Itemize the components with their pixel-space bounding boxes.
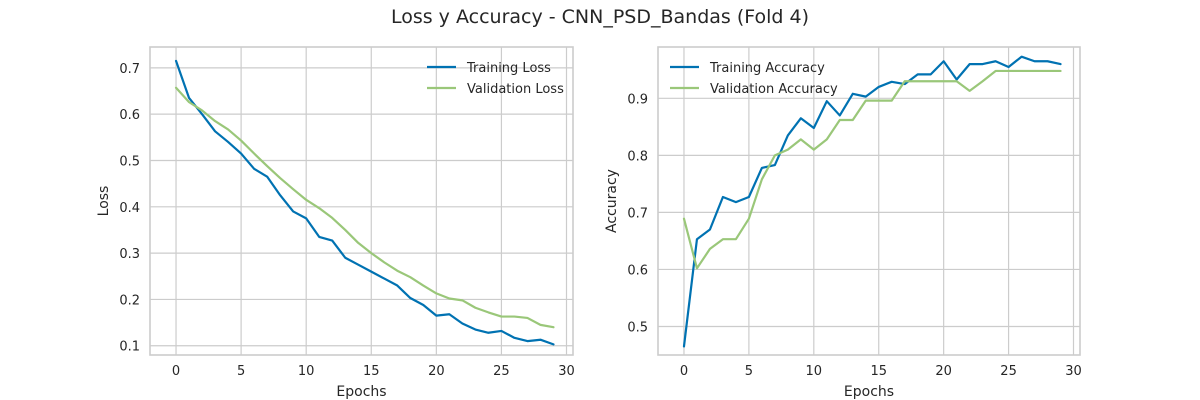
x-tick-label: 15 [870,364,887,379]
y-tick-label: 0.8 [627,149,648,164]
x-axis-label: Epochs [844,384,894,400]
legend: Training Accuracy Validation Accuracy [670,61,838,97]
series-line-validation [174,86,555,329]
legend-label: Validation Accuracy [710,82,838,97]
series-line-training [682,55,1062,348]
series-line-training [174,59,555,346]
chart-panels: 0 5 10 15 20 25 30 0.1 0.2 0.3 0.4 0.5 0.6 0.7 Epochs L… [96,46,1082,400]
y-axis-label: Loss [96,186,112,217]
x-tick-label: 30 [1065,364,1082,379]
chart-panel-1: 0 5 10 15 20 25 30 0.1 0.2 0.3 0.4 0.5 0.6 0.7 Epochs L… [96,46,575,400]
plot-frame [657,46,1081,356]
y-tick-label: 0.7 [119,62,140,77]
legend-label: Validation Loss [467,82,564,97]
x-tick-label: 0 [680,364,688,379]
x-tick-label: 20 [428,364,445,379]
y-tick-label: 0.9 [627,92,648,107]
x-tick-label: 10 [298,364,315,379]
y-tick-label: 0.6 [119,108,140,123]
legend-label: Training Loss [466,61,551,76]
y-tick-label: 0.3 [119,247,140,262]
plot-frame [149,46,574,356]
x-tick-label: 30 [558,364,575,379]
y-tick-label: 0.1 [119,340,140,355]
y-tick-label: 0.5 [627,320,648,335]
chart-panel-2: 0 5 10 15 20 25 30 0.5 0.6 0.7 0.8 0.9 Epochs Accurac… [604,46,1082,400]
x-tick-label: 10 [806,364,823,379]
x-tick-label: 25 [493,364,510,379]
x-tick-label: 5 [745,364,753,379]
legend-label: Training Accuracy [709,61,825,76]
y-tick-label: 0.6 [627,263,648,278]
x-tick-label: 15 [363,364,380,379]
y-tick-label: 0.5 [119,154,140,169]
x-tick-label: 0 [172,364,180,379]
figure-title: Loss y Accuracy - CNN_PSD_Bandas (Fold 4… [391,6,809,28]
y-tick-label: 0.7 [627,206,648,221]
x-tick-label: 5 [237,364,245,379]
legend: Training Loss Validation Loss [427,61,564,97]
x-tick-label: 25 [1000,364,1017,379]
series-line-validation [682,69,1062,270]
y-tick-label: 0.4 [119,201,140,216]
y-tick-label: 0.2 [119,293,140,308]
y-axis-label: Accuracy [604,169,620,233]
x-axis-label: Epochs [336,384,386,400]
x-tick-label: 20 [935,364,952,379]
